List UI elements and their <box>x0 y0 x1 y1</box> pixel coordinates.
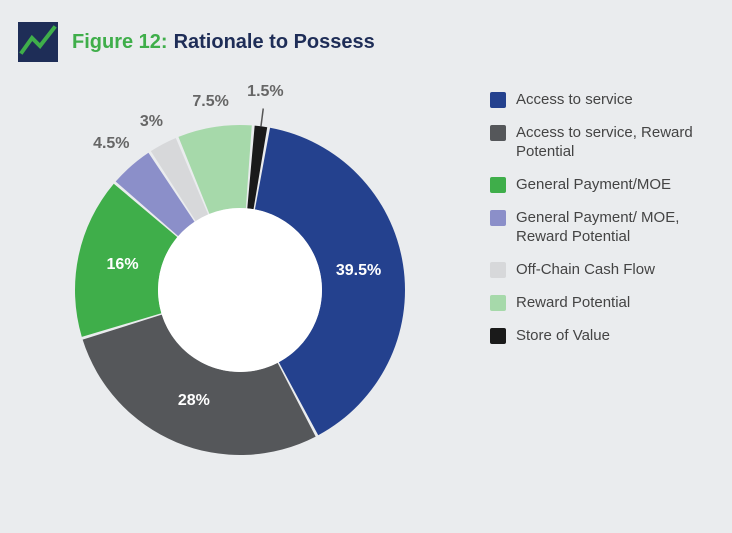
legend-item: Reward Potential <box>490 293 720 312</box>
legend-label: General Payment/MOE <box>516 175 671 194</box>
legend-label: Access to service, Reward Potential <box>516 123 720 161</box>
legend-swatch <box>490 177 506 193</box>
legend-swatch <box>490 328 506 344</box>
legend-swatch <box>490 295 506 311</box>
pct-label: 1.5% <box>247 83 283 101</box>
legend-label: Off-Chain Cash Flow <box>516 260 655 279</box>
pct-label: 28% <box>178 392 210 410</box>
legend-item: Access to service, Reward Potential <box>490 123 720 161</box>
legend-item: General Payment/MOE <box>490 175 720 194</box>
legend-swatch <box>490 262 506 278</box>
legend-label: General Payment/ MOE, Reward Potential <box>516 208 720 246</box>
donut-chart: 39.5% 28% 16% 4.5% 3% 7.5% 1.5% <box>40 80 440 500</box>
legend-label: Reward Potential <box>516 293 630 312</box>
legend-label: Access to service <box>516 90 633 109</box>
legend-swatch <box>490 125 506 141</box>
legend-swatch <box>490 210 506 226</box>
figure-number: Figure 12: <box>72 31 168 54</box>
figure-title: Rationale to Possess <box>174 31 375 54</box>
legend-label: Store of Value <box>516 326 610 345</box>
pct-label: 3% <box>140 113 163 131</box>
legend-item: Off-Chain Cash Flow <box>490 260 720 279</box>
legend-item: General Payment/ MOE, Reward Potential <box>490 208 720 246</box>
figure-header: Figure 12: Rationale to Possess <box>18 22 375 62</box>
legend: Access to service Access to service, Rewa… <box>490 90 720 359</box>
pct-label: 4.5% <box>93 135 129 153</box>
legend-item: Access to service <box>490 90 720 109</box>
pct-label: 16% <box>107 256 139 274</box>
pct-label: 7.5% <box>192 93 228 111</box>
pct-label: 39.5% <box>336 262 381 280</box>
legend-item: Store of Value <box>490 326 720 345</box>
figure-container: Figure 12: Rationale to Possess 39.5% 28%… <box>0 0 732 533</box>
chart-up-icon <box>18 22 58 62</box>
legend-swatch <box>490 92 506 108</box>
